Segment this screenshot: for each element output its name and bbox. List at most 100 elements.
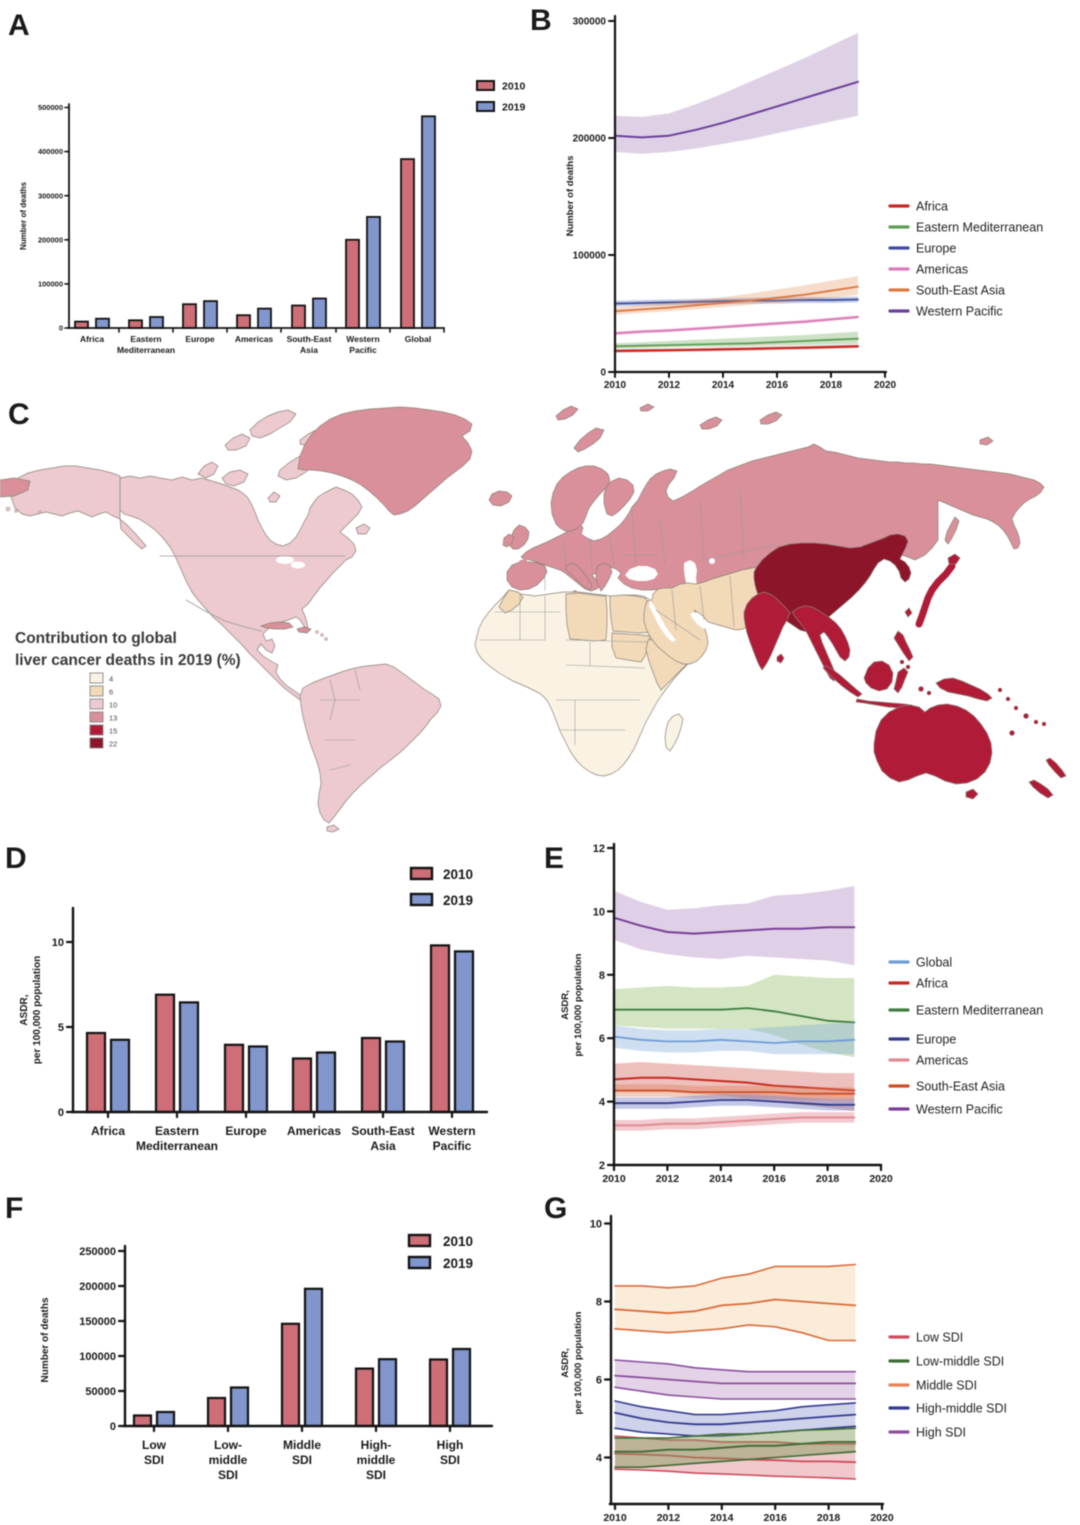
svg-text:A: A — [8, 9, 30, 42]
svg-text:South-East: South-East — [287, 334, 332, 344]
svg-text:15: 15 — [109, 727, 117, 736]
svg-text:Asia: Asia — [300, 345, 318, 355]
svg-text:per 100,000 population: per 100,000 population — [573, 1311, 584, 1414]
svg-text:Asia: Asia — [370, 1139, 396, 1153]
svg-text:6: 6 — [109, 688, 113, 697]
svg-text:Number of deaths: Number of deaths — [19, 181, 28, 250]
svg-text:2010: 2010 — [502, 81, 526, 93]
svg-text:ASDR,: ASDR, — [560, 990, 571, 1020]
svg-text:2014: 2014 — [712, 380, 735, 391]
svg-text:Eastern Mediterranean: Eastern Mediterranean — [916, 1004, 1043, 1018]
svg-text:0: 0 — [58, 1107, 64, 1119]
svg-text:5: 5 — [58, 1022, 64, 1034]
svg-text:13: 13 — [109, 714, 117, 723]
svg-text:2010: 2010 — [603, 1512, 627, 1524]
svg-text:12: 12 — [593, 843, 605, 855]
svg-text:Europe: Europe — [185, 334, 215, 344]
svg-text:2014: 2014 — [710, 1512, 734, 1524]
svg-text:Eastern: Eastern — [155, 1124, 199, 1138]
svg-text:100000: 100000 — [38, 280, 63, 289]
svg-text:4: 4 — [599, 1097, 606, 1109]
svg-text:Pacific: Pacific — [349, 345, 377, 355]
svg-text:Contribution to global: Contribution to global — [15, 630, 177, 647]
svg-text:D: D — [5, 842, 27, 875]
svg-text:2: 2 — [599, 1160, 605, 1172]
svg-text:Europe: Europe — [916, 1033, 956, 1047]
svg-text:2019: 2019 — [502, 102, 526, 114]
svg-text:10: 10 — [52, 937, 64, 949]
svg-text:Number of deaths: Number of deaths — [565, 156, 576, 237]
svg-text:0: 0 — [110, 1421, 116, 1433]
svg-text:Middle: Middle — [283, 1438, 321, 1452]
svg-text:2018: 2018 — [816, 1173, 840, 1185]
svg-text:Middle SDI: Middle SDI — [916, 1379, 977, 1393]
svg-text:Americas: Americas — [235, 334, 274, 344]
svg-text:Americas: Americas — [916, 263, 968, 277]
svg-text:100000: 100000 — [79, 1351, 116, 1363]
svg-text:ASDR,: ASDR, — [19, 994, 30, 1025]
svg-text:2010: 2010 — [602, 1173, 626, 1185]
svg-text:Europe: Europe — [225, 1124, 267, 1138]
svg-text:2020: 2020 — [869, 1173, 893, 1185]
svg-text:Eastern Mediterranean: Eastern Mediterranean — [916, 221, 1043, 235]
svg-text:Low-: Low- — [214, 1438, 242, 1452]
svg-text:2020: 2020 — [874, 380, 897, 391]
svg-text:per 100,000 population: per 100,000 population — [32, 956, 43, 1064]
svg-text:Americas: Americas — [287, 1124, 341, 1138]
svg-text:Low SDI: Low SDI — [916, 1331, 963, 1345]
svg-text:150000: 150000 — [79, 1316, 116, 1328]
svg-text:SDI: SDI — [144, 1453, 164, 1467]
svg-text:400000: 400000 — [38, 147, 63, 156]
svg-text:2020: 2020 — [870, 1512, 894, 1524]
svg-text:Africa: Africa — [91, 1124, 125, 1138]
svg-text:South-East Asia: South-East Asia — [916, 284, 1005, 298]
svg-text:10: 10 — [109, 701, 117, 710]
svg-text:Global: Global — [405, 334, 431, 344]
svg-text:Africa: Africa — [80, 334, 104, 344]
svg-text:South-East Asia: South-East Asia — [916, 1080, 1005, 1094]
svg-text:2016: 2016 — [766, 380, 789, 391]
svg-text:Western Pacific: Western Pacific — [916, 1103, 1003, 1117]
svg-text:Western Pacific: Western Pacific — [916, 305, 1003, 319]
svg-text:22: 22 — [109, 740, 117, 749]
svg-text:Americas: Americas — [916, 1054, 968, 1068]
svg-text:50000: 50000 — [85, 1386, 116, 1398]
svg-text:2019: 2019 — [443, 1256, 473, 1271]
svg-text:6: 6 — [599, 1033, 605, 1045]
svg-text:E: E — [544, 842, 564, 875]
svg-text:Eastern: Eastern — [130, 334, 161, 344]
svg-text:2016: 2016 — [763, 1173, 787, 1185]
svg-text:4: 4 — [109, 675, 113, 684]
svg-text:SDI: SDI — [366, 1468, 386, 1482]
svg-text:2018: 2018 — [820, 380, 843, 391]
svg-text:per 100,000 population: per 100,000 population — [573, 953, 584, 1056]
svg-text:2014: 2014 — [709, 1173, 733, 1185]
svg-text:SDI: SDI — [440, 1453, 460, 1467]
svg-text:2012: 2012 — [657, 1512, 681, 1524]
svg-text:300000: 300000 — [38, 191, 63, 200]
svg-text:Africa: Africa — [916, 200, 948, 214]
svg-text:middle: middle — [209, 1453, 248, 1467]
svg-text:2012: 2012 — [658, 380, 681, 391]
svg-text:10: 10 — [593, 906, 605, 918]
svg-text:C: C — [8, 398, 30, 431]
svg-text:8: 8 — [596, 1297, 602, 1309]
svg-text:Number of deaths: Number of deaths — [40, 1297, 51, 1382]
svg-text:High SDI: High SDI — [916, 1426, 966, 1440]
svg-text:2012: 2012 — [656, 1173, 680, 1185]
svg-text:South-East: South-East — [351, 1124, 414, 1138]
svg-text:200000: 200000 — [38, 235, 63, 244]
svg-text:High-middle SDI: High-middle SDI — [916, 1402, 1007, 1416]
svg-text:Europe: Europe — [916, 242, 956, 256]
svg-text:SDI: SDI — [292, 1453, 312, 1467]
svg-text:2010: 2010 — [604, 380, 627, 391]
svg-text:6: 6 — [596, 1375, 602, 1387]
svg-text:Global: Global — [916, 956, 952, 970]
svg-text:2010: 2010 — [443, 1234, 473, 1249]
svg-text:4: 4 — [596, 1453, 603, 1465]
svg-text:0: 0 — [600, 368, 606, 379]
svg-text:200000: 200000 — [573, 134, 607, 145]
svg-text:G: G — [544, 1192, 567, 1225]
svg-text:250000: 250000 — [79, 1246, 116, 1258]
svg-text:10: 10 — [590, 1219, 602, 1231]
